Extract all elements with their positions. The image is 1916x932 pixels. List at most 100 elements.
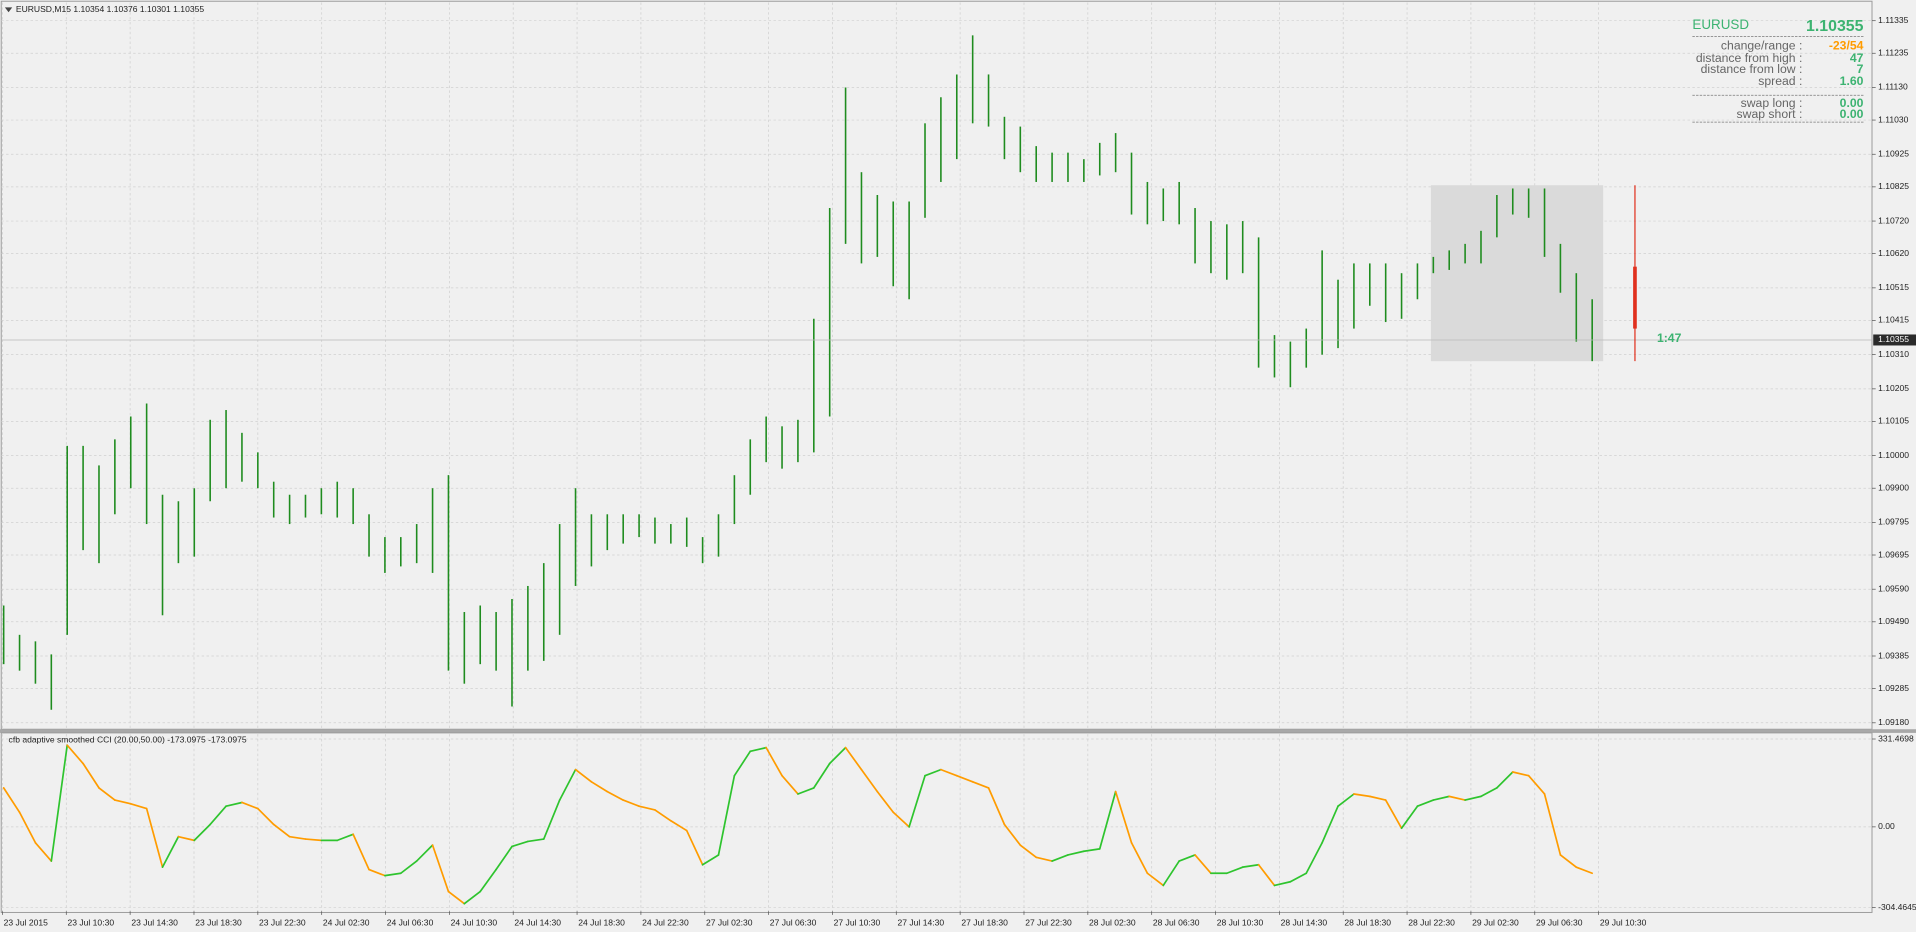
- cci-segment: [241, 801, 259, 810]
- cci-segment: [1305, 841, 1323, 875]
- grid: [1, 2, 1873, 912]
- cci-segment: [2, 787, 21, 814]
- cci-segment: [1162, 860, 1181, 887]
- x-tick-label: 24 Jul 18:30: [578, 918, 625, 928]
- cci-segment: [1051, 854, 1069, 862]
- cci-segment: [622, 799, 640, 808]
- cci-segment: [527, 838, 545, 843]
- indicator-plot: [0, 732, 1873, 913]
- current-price-label: 1.10355: [1878, 334, 1909, 344]
- panel-separator: [0, 729, 1916, 733]
- cci-segment: [145, 807, 164, 869]
- cci-segment: [1067, 850, 1085, 856]
- cci-segment: [1353, 793, 1371, 798]
- cci-segment: [1416, 799, 1435, 808]
- x-tick-label: 24 Jul 10:30: [451, 918, 498, 928]
- cci-segment: [225, 801, 243, 808]
- cci-segment: [685, 829, 704, 866]
- cci-segment: [1496, 771, 1514, 789]
- info-label: distance from low :: [1701, 62, 1803, 76]
- y-tick-label: 1.10415: [1878, 315, 1909, 325]
- y-tick-label: 1.10720: [1878, 215, 1909, 225]
- x-tick-label: 27 Jul 02:30: [706, 918, 753, 928]
- cci-segment: [193, 823, 212, 842]
- x-tick-label: 29 Jul 10:30: [1600, 918, 1647, 928]
- info-value: 1.60: [1840, 74, 1864, 88]
- cci-segment: [177, 835, 196, 842]
- y-tick-label: 1.09900: [1878, 482, 1909, 492]
- cci-segment: [1178, 854, 1196, 862]
- x-tick-label: 28 Jul 10:30: [1217, 918, 1264, 928]
- cci-segment: [431, 844, 450, 893]
- cci-segment: [812, 762, 831, 789]
- cci-segment: [781, 774, 799, 795]
- x-tick-label: 27 Jul 22:30: [1025, 918, 1072, 928]
- cci-segment: [272, 823, 291, 838]
- cci-segment: [1273, 880, 1292, 887]
- cci-segment: [574, 768, 593, 783]
- x-tick-label: 24 Jul 14:30: [514, 918, 561, 928]
- cci-segment: [542, 799, 561, 840]
- cci-segment: [1146, 872, 1165, 887]
- cci-segment: [1575, 866, 1594, 875]
- cci-segment: [50, 744, 69, 862]
- cci-segment: [955, 774, 974, 783]
- y-tick-label: 1.09490: [1878, 616, 1909, 626]
- cci-segment: [1559, 854, 1578, 869]
- x-tick-label: 23 Jul 22:30: [259, 918, 306, 928]
- y-tick-label: 1.10620: [1878, 248, 1909, 258]
- timer: 1:47: [1657, 331, 1682, 345]
- cci-segment: [971, 780, 990, 789]
- cci-segment: [1511, 771, 1530, 777]
- info-value: 0.00: [1840, 96, 1864, 110]
- x-tick-label: 23 Jul 18:30: [195, 918, 242, 928]
- cci-segment: [415, 844, 434, 862]
- x-tick-label: 24 Jul 22:30: [642, 918, 689, 928]
- info-label: swap long :: [1741, 96, 1803, 110]
- cci-segment: [828, 746, 847, 765]
- cci-segment: [82, 762, 100, 789]
- info-label: spread :: [1758, 74, 1802, 88]
- menu-arrow[interactable]: [4, 7, 13, 13]
- x-tick-label: 24 Jul 02:30: [323, 918, 370, 928]
- price-plot: [0, 0, 1873, 730]
- cci-segment: [940, 768, 958, 777]
- cci-segment: [924, 768, 942, 777]
- cci-segment: [66, 744, 84, 765]
- cci-segment: [654, 809, 672, 822]
- x-tick-label: 28 Jul 22:30: [1408, 918, 1455, 928]
- y-tick-label: 1.11030: [1878, 114, 1909, 124]
- x-tick-label: 27 Jul 10:30: [834, 918, 881, 928]
- cci-segment: [749, 746, 768, 753]
- cci-segment: [733, 750, 752, 777]
- cci-segment: [797, 787, 815, 795]
- x-tick-label: 29 Jul 02:30: [1472, 918, 1519, 928]
- cci-segment: [1019, 844, 1038, 859]
- cci-segment: [1384, 799, 1403, 830]
- cci-segment: [1130, 841, 1149, 875]
- cci-segment: [256, 807, 275, 826]
- cci-segment: [1194, 854, 1212, 875]
- x-tick-label: 28 Jul 14:30: [1281, 918, 1328, 928]
- x-tick-label: 28 Jul 18:30: [1344, 918, 1391, 928]
- cci-segment: [892, 811, 910, 828]
- x-tick-label: 27 Jul 14:30: [898, 918, 945, 928]
- x-tick-label: 23 Jul 14:30: [131, 918, 178, 928]
- cci-segment: [1083, 848, 1101, 853]
- info-value: 47: [1850, 51, 1864, 65]
- cci-segment: [638, 805, 656, 811]
- x-tick-label: 24 Jul 06:30: [387, 918, 434, 928]
- cci-segment: [606, 790, 625, 801]
- y-tick-label: 1.09695: [1878, 549, 1909, 559]
- cci-segment: [1003, 823, 1022, 847]
- cci-segment: [590, 780, 609, 793]
- info-symbol: EURUSD: [1692, 17, 1749, 32]
- y-tick-label: 1.10515: [1878, 282, 1909, 292]
- cci-segment: [1480, 787, 1498, 798]
- cci-segment: [495, 845, 513, 871]
- marks: [1, 35, 1916, 905]
- cci-segment: [384, 872, 402, 877]
- cci-segment: [511, 840, 529, 848]
